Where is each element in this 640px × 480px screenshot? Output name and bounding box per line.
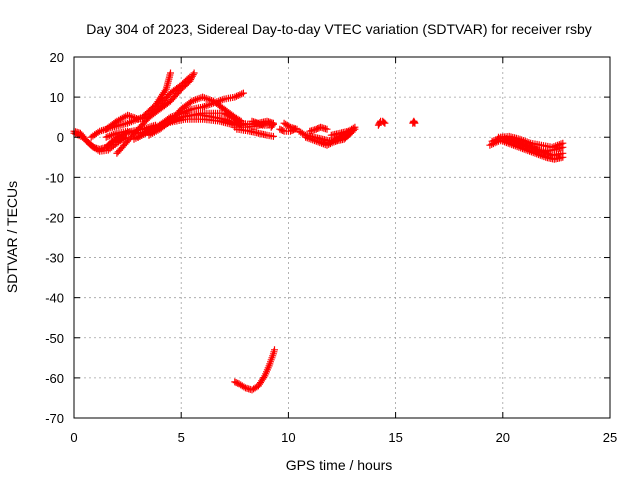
- data-marks: [102, 69, 198, 133]
- data-marks: [332, 125, 359, 145]
- data-marks: [374, 117, 389, 129]
- y-tick-label: 0: [57, 130, 64, 145]
- series-arc-13: [233, 125, 277, 140]
- data-marks: [280, 119, 301, 133]
- data-marks: [248, 117, 277, 127]
- series-arc-10: [156, 109, 245, 129]
- series-arc-16: [280, 119, 301, 133]
- data-marks: [113, 73, 194, 157]
- series-arc-27: [499, 137, 567, 163]
- y-tick-label: -10: [45, 170, 64, 185]
- y-tick-label: 10: [50, 90, 64, 105]
- data-marks: [499, 137, 567, 163]
- x-tick-label: 15: [388, 430, 402, 445]
- series-arc-23: [409, 117, 419, 127]
- x-tick-label: 20: [496, 430, 510, 445]
- series-arc-5: [113, 73, 194, 157]
- series-arc-26: [495, 132, 567, 151]
- x-tick-labels: 0 5 10 15 20 25: [70, 430, 617, 445]
- data-marks: [231, 346, 278, 394]
- y-tick-label: -60: [45, 371, 64, 386]
- y-tick-label: -50: [45, 331, 64, 346]
- series-arc-14: [248, 117, 277, 127]
- axis-ticks: [73, 56, 611, 419]
- y-axis-label: SDTVAR / TECUs: [4, 181, 20, 293]
- x-axis-label: GPS time / hours: [286, 457, 393, 473]
- series-arc-25: [488, 133, 567, 155]
- x-tick-label: 10: [281, 430, 295, 445]
- data-marks: [233, 125, 277, 140]
- y-tick-label: -40: [45, 291, 64, 306]
- grid: [74, 57, 610, 418]
- data-marks: [156, 109, 245, 129]
- y-tick-labels: -70 -60 -50 -40 -30 -20 -10 0 10 20: [45, 50, 64, 426]
- series-arc-21: [332, 125, 359, 145]
- data-marks: [306, 123, 331, 135]
- x-tick-label: 25: [603, 430, 617, 445]
- data-marks: [409, 117, 419, 127]
- y-tick-label: -70: [45, 411, 64, 426]
- plot-frame: [73, 56, 611, 419]
- y-tick-label: -30: [45, 251, 64, 266]
- y-tick-label: 20: [50, 50, 64, 65]
- y-tick-label: -20: [45, 210, 64, 225]
- x-tick-label: 5: [178, 430, 185, 445]
- data-marks: [488, 133, 567, 155]
- series-arc-22: [374, 117, 389, 129]
- series-arc-4: [102, 69, 198, 133]
- series-arc-28: [231, 346, 278, 394]
- plot-data: [70, 69, 567, 394]
- series-arc-19: [306, 123, 331, 135]
- x-tick-label: 0: [70, 430, 77, 445]
- data-marks: [495, 132, 567, 151]
- chart-title: Day 304 of 2023, Sidereal Day-to-day VTE…: [86, 21, 592, 37]
